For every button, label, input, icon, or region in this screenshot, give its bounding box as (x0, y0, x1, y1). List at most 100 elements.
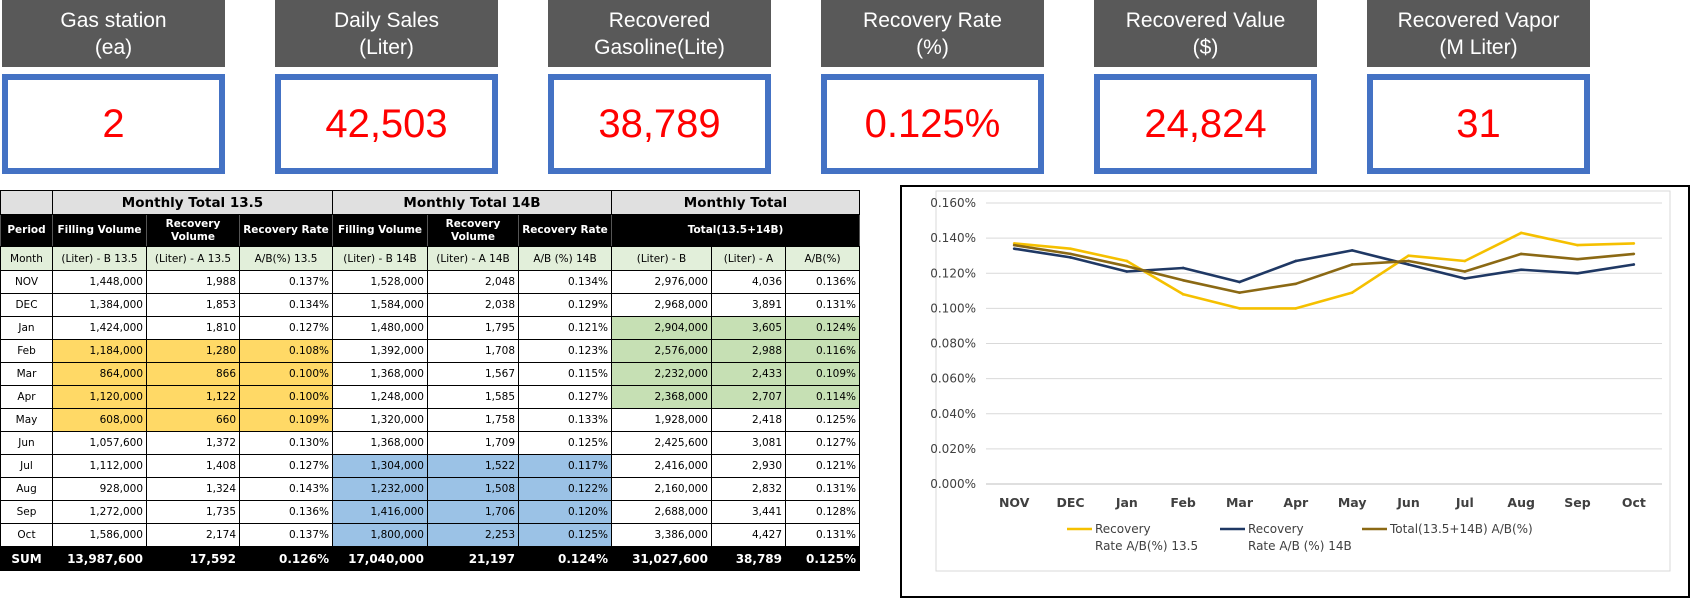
value-cell: 1,272,000 (52, 500, 147, 524)
value-cell: 1,320,000 (332, 408, 428, 432)
x-tick-label: Oct (1622, 495, 1646, 510)
x-tick-label: NOV (999, 495, 1030, 510)
data-point (1519, 268, 1523, 272)
period-header: Period (0, 214, 53, 247)
value-cell: 0.131% (785, 523, 860, 547)
value-cell: 0.131% (785, 477, 860, 501)
value-cell: 0.124% (785, 316, 860, 340)
value-cell: 2,038 (427, 293, 519, 317)
sum-cell: 13,987,600 (52, 546, 147, 571)
data-point (1632, 242, 1636, 245)
kpi-value: 42,503 (325, 101, 448, 146)
value-cell: 0.131% (785, 293, 860, 317)
value-cell: 1,280 (146, 339, 240, 363)
x-tick-label: Jan (1115, 495, 1138, 510)
data-point (1350, 291, 1354, 294)
kpi-title: Daily Sales (333, 8, 440, 32)
month-cell: May (0, 408, 53, 432)
value-cell: 0.130% (239, 431, 333, 455)
value-cell: 2,048 (427, 270, 519, 294)
data-point (1350, 263, 1354, 266)
legend-label: Recovery (1248, 522, 1304, 536)
corner-cell (0, 190, 53, 215)
column-header: Recovery Volume (146, 214, 240, 247)
value-cell: 1,424,000 (52, 316, 147, 340)
value-cell: 3,386,000 (611, 523, 712, 547)
value-cell: 1,368,000 (332, 362, 428, 386)
value-cell: 1,988 (146, 270, 240, 294)
sum-cell: 17,592 (146, 546, 240, 571)
month-cell: Feb (0, 339, 53, 363)
value-cell: 0.120% (518, 500, 612, 524)
y-tick-label: 0.040% (930, 407, 976, 421)
value-cell: 0.137% (239, 523, 333, 547)
kpi-header: Recovered Value ($) (1094, 0, 1317, 67)
data-point (1125, 270, 1129, 273)
value-cell: 0.127% (785, 431, 860, 455)
unit-cell: Month (0, 246, 53, 271)
data-point (1407, 254, 1410, 257)
value-cell: 1,372 (146, 431, 240, 455)
y-tick-label: 0.020% (930, 442, 976, 456)
sum-cell: 0.126% (239, 546, 333, 571)
value-cell: 1,112,000 (52, 454, 147, 478)
sum-cell: 0.124% (518, 546, 612, 571)
value-cell: 2,576,000 (611, 339, 712, 363)
value-cell: 660 (146, 408, 240, 432)
table-row: NOV 1,448,000 1,988 0.137% 1,528,000 2,048 0.1… (0, 270, 860, 294)
data-point (1069, 256, 1072, 259)
value-cell: 1,584,000 (332, 293, 428, 317)
table-row: Oct 1,586,000 2,174 0.137% 1,800,000 2,253 0.1… (0, 523, 860, 547)
value-cell: 1,706 (427, 500, 519, 524)
recovery-rate-chart: 0.000% 0.020% 0.040% 0.060% 0.080% 0.100% 0.12… (900, 185, 1690, 598)
value-cell: 0.121% (785, 454, 860, 478)
group-header-14b: Monthly Total 14B (332, 190, 612, 215)
table-row: DEC 1,384,000 1,853 0.134% 1,584,000 2,038 0.1… (0, 293, 860, 317)
value-cell: 2,174 (146, 523, 240, 547)
value-cell: 2,160,000 (611, 477, 712, 501)
value-cell: 1,928,000 (611, 408, 712, 432)
value-cell: 0.134% (518, 270, 612, 294)
kpi-unit: (M Liter) (1439, 35, 1518, 59)
value-cell: 1,758 (427, 408, 519, 432)
value-cell: 0.122% (518, 477, 612, 501)
value-cell: 3,441 (711, 500, 786, 524)
data-point (1463, 259, 1467, 263)
column-header: Recovery Rate (518, 214, 612, 247)
data-point (1238, 307, 1241, 310)
data-point (1125, 264, 1129, 268)
value-cell: 1,448,000 (52, 270, 147, 294)
value-cell: 0.100% (239, 362, 333, 386)
data-point (1294, 282, 1298, 286)
series-line (1014, 231, 1634, 310)
total-header: Total(13.5+14B) (611, 214, 860, 247)
data-point (1181, 293, 1185, 296)
data-point (1069, 247, 1072, 250)
value-cell: 928,000 (52, 477, 147, 501)
value-cell: 0.115% (518, 362, 612, 386)
x-tick-label: Apr (1283, 495, 1309, 510)
kpi-header: Gas station (ea) (2, 0, 225, 67)
kpi-value-box: 42,503 (275, 74, 498, 174)
kpi-value-box: 38,789 (548, 74, 771, 174)
month-cell: Jan (0, 316, 53, 340)
kpi-card: Recovered Value ($) 24,824 (1094, 0, 1317, 174)
y-tick-label: 0.000% (930, 477, 976, 491)
value-cell: 1,368,000 (332, 431, 428, 455)
y-tick-label: 0.100% (930, 301, 976, 315)
value-cell: 1,528,000 (332, 270, 428, 294)
value-cell: 1,800,000 (332, 523, 428, 547)
value-cell: 1,120,000 (52, 385, 147, 409)
kpi-value: 0.125% (864, 101, 1001, 146)
unit-cell: A/B(%) (785, 246, 860, 271)
value-cell: 2,832 (711, 477, 786, 501)
value-cell: 1,384,000 (52, 293, 147, 317)
value-cell: 0.125% (518, 431, 612, 455)
sum-label: SUM (0, 546, 53, 571)
value-cell: 0.127% (239, 316, 333, 340)
data-point (1576, 257, 1579, 261)
data-point (1519, 231, 1523, 235)
sum-cell: 17,040,000 (332, 546, 428, 571)
kpi-value: 38,789 (598, 101, 721, 146)
value-cell: 3,605 (711, 316, 786, 340)
